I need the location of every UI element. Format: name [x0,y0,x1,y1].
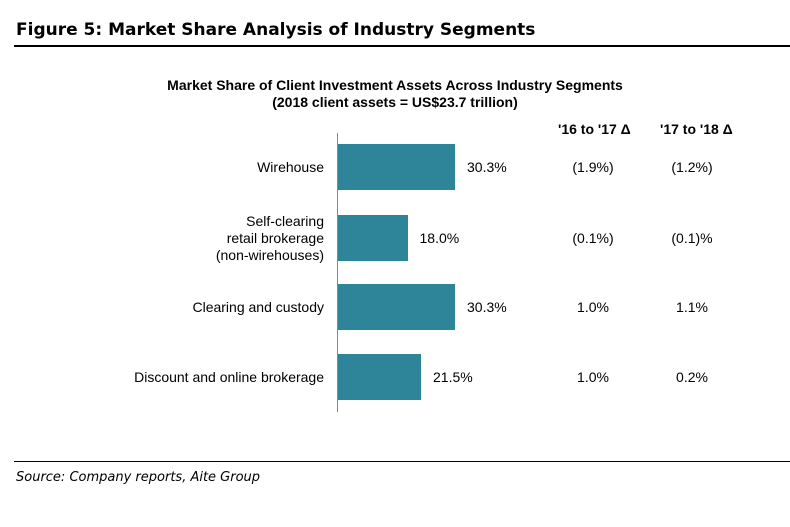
data-label: 21.5% [433,369,473,385]
column-header-17-18: '17 to '18 Δ [660,121,733,137]
category-label-line: Wirehouse [257,158,324,175]
category-label: Self-clearing retail brokerage (non-wireho… [64,213,324,264]
bar [338,144,455,190]
delta-17-18: (0.1)% [671,230,713,246]
delta-17-18: (1.2%) [671,159,713,175]
source-note: Source: Company reports, Aite Group [16,470,261,485]
delta-16-17: 1.0% [577,369,609,385]
data-label: 30.3% [467,299,507,315]
chart-title: Market Share of Client Investment Assets… [167,77,623,93]
category-label: Discount and online brokerage [64,369,324,386]
category-label-line: Clearing and custody [192,298,324,315]
category-label-line: Self-clearing [246,212,324,229]
bar [338,354,422,400]
category-label: Clearing and custody [64,299,324,316]
delta-17-18: 0.2% [676,369,708,385]
figure-title: Figure 5: Market Share Analysis of Indus… [16,20,536,40]
chart-subtitle: (2018 client assets = US$23.7 trillion) [272,94,518,110]
source-divider [14,461,790,462]
category-label-line: retail brokerage [226,229,324,246]
delta-17-18: 1.1% [676,299,708,315]
delta-16-17: 1.0% [577,299,609,315]
delta-16-17: (0.1%) [572,230,614,246]
data-label: 30.3% [467,159,507,175]
category-label-line: (non-wirehouses) [215,246,324,263]
category-label: Wirehouse [64,159,324,176]
column-header-16-17: '16 to '17 Δ [558,121,631,137]
data-label: 18.0% [419,230,460,246]
bar [338,284,455,330]
category-axis [337,133,338,412]
title-divider [14,45,790,47]
category-label-line: Discount and online brokerage [134,368,324,385]
delta-16-17: (1.9%) [572,159,614,175]
bar [338,215,408,261]
